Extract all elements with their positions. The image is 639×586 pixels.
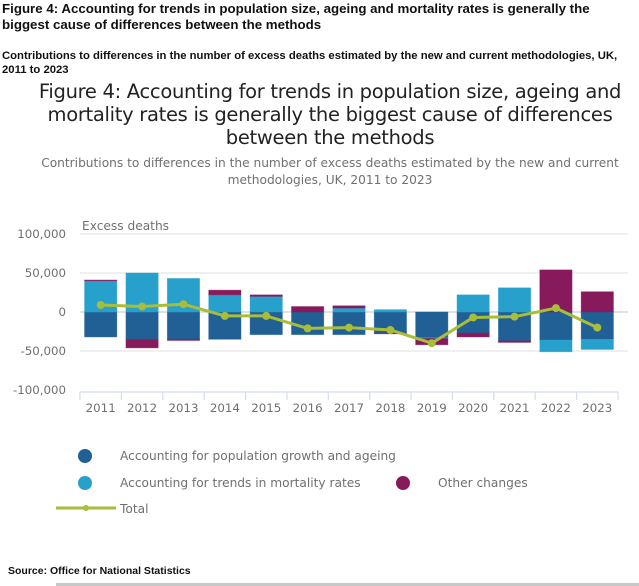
header-subtitle: Contributions to differences in the numb… bbox=[2, 50, 618, 76]
chart-plot: 100,000 50,000 0 -50,000 -100,000 Excess dea… bbox=[13, 219, 628, 415]
x-tick-label: 2011 bbox=[86, 401, 116, 415]
x-tick-label: 2017 bbox=[334, 401, 364, 415]
bar-segment bbox=[415, 311, 449, 339]
x-tick-label: 2022 bbox=[541, 401, 571, 415]
total-line bbox=[96, 300, 602, 348]
x-tick-label: 2016 bbox=[293, 401, 323, 415]
bar-segment bbox=[84, 311, 118, 338]
bar-segment bbox=[456, 332, 490, 338]
x-tick-label: 2014 bbox=[210, 401, 240, 415]
horizontal-scrollbar[interactable] bbox=[56, 583, 639, 586]
bar-segment bbox=[249, 296, 283, 313]
legend-item-population bbox=[78, 449, 92, 463]
y-tick-label: 50,000 bbox=[25, 266, 66, 280]
total-point bbox=[593, 323, 602, 332]
legend-circle-icon bbox=[396, 476, 410, 490]
bar-segment bbox=[580, 291, 614, 313]
total-point bbox=[469, 313, 478, 322]
bar-segment bbox=[332, 307, 366, 313]
x-tick-label: 2021 bbox=[500, 401, 530, 415]
total-point bbox=[427, 339, 436, 348]
total-point bbox=[220, 311, 229, 320]
y-tick-label: 100,000 bbox=[17, 227, 66, 241]
y-axis-label: Excess deaths bbox=[82, 219, 169, 233]
bar-segment bbox=[497, 340, 532, 343]
y-tick-label: 0 bbox=[58, 305, 66, 319]
total-point bbox=[179, 300, 188, 309]
total-point bbox=[96, 300, 105, 309]
x-tick-label: 2019 bbox=[417, 401, 447, 415]
x-tick-label: 2020 bbox=[458, 401, 488, 415]
legend-item-mortality bbox=[78, 476, 92, 490]
total-point bbox=[303, 324, 312, 333]
bar-segment bbox=[456, 294, 490, 313]
total-point bbox=[138, 302, 147, 311]
bar-segment bbox=[166, 338, 201, 341]
bar-segment bbox=[497, 287, 532, 313]
y-tick-label: -50,000 bbox=[20, 344, 66, 358]
bar-segment bbox=[125, 338, 159, 349]
x-tick-label: 2013 bbox=[168, 401, 198, 415]
bar-segment bbox=[580, 338, 614, 350]
bar-segment bbox=[208, 294, 242, 313]
bar-segment bbox=[125, 311, 159, 340]
legend-circle-icon bbox=[78, 449, 92, 463]
source-note: Source: Office for National Statistics bbox=[8, 565, 191, 577]
x-axis: 2011 2012 2013 2014 2015 2016 2017 2018 2019 2020… bbox=[79, 391, 619, 415]
chart-subtitle: Contributions to differences in the numb… bbox=[41, 156, 619, 187]
x-tick-label: 2012 bbox=[127, 401, 157, 415]
legend-line-icon bbox=[56, 505, 116, 511]
bar-segment bbox=[84, 279, 118, 282]
total-point bbox=[510, 312, 519, 321]
bar-segment bbox=[166, 311, 201, 340]
x-tick-label: 2018 bbox=[375, 401, 405, 415]
legend-circle-icon bbox=[78, 476, 92, 490]
total-point bbox=[386, 325, 395, 334]
legend-label-mortality: Accounting for trends in mortality rates bbox=[120, 476, 361, 490]
x-tick-label: 2023 bbox=[582, 401, 612, 415]
total-point bbox=[262, 311, 271, 320]
bar-segment bbox=[373, 309, 407, 313]
bar-segment bbox=[332, 305, 366, 309]
chart-title: Figure 4: Accounting for trends in popul… bbox=[38, 80, 622, 149]
total-point bbox=[551, 304, 560, 313]
y-tick-label: -100,000 bbox=[13, 383, 66, 397]
total-point bbox=[345, 323, 353, 332]
legend: Accounting for population growth and age… bbox=[0, 445, 639, 525]
x-tick-label: 2015 bbox=[251, 401, 281, 415]
bar-segment bbox=[539, 311, 573, 341]
bar-segment bbox=[539, 339, 573, 353]
legend-label-other: Other changes bbox=[438, 476, 528, 490]
bar-segment bbox=[291, 306, 325, 313]
y-axis-ticks: 100,000 50,000 0 -50,000 -100,000 bbox=[13, 227, 66, 397]
bar-segment bbox=[249, 294, 283, 297]
bars bbox=[84, 269, 614, 353]
bar-segment bbox=[208, 289, 242, 296]
legend-item-other bbox=[396, 476, 410, 490]
legend-label-population: Accounting for population growth and age… bbox=[120, 449, 396, 463]
header-title: Figure 4: Accounting for trends in popul… bbox=[2, 1, 590, 32]
legend-label-total: Total bbox=[120, 502, 149, 516]
